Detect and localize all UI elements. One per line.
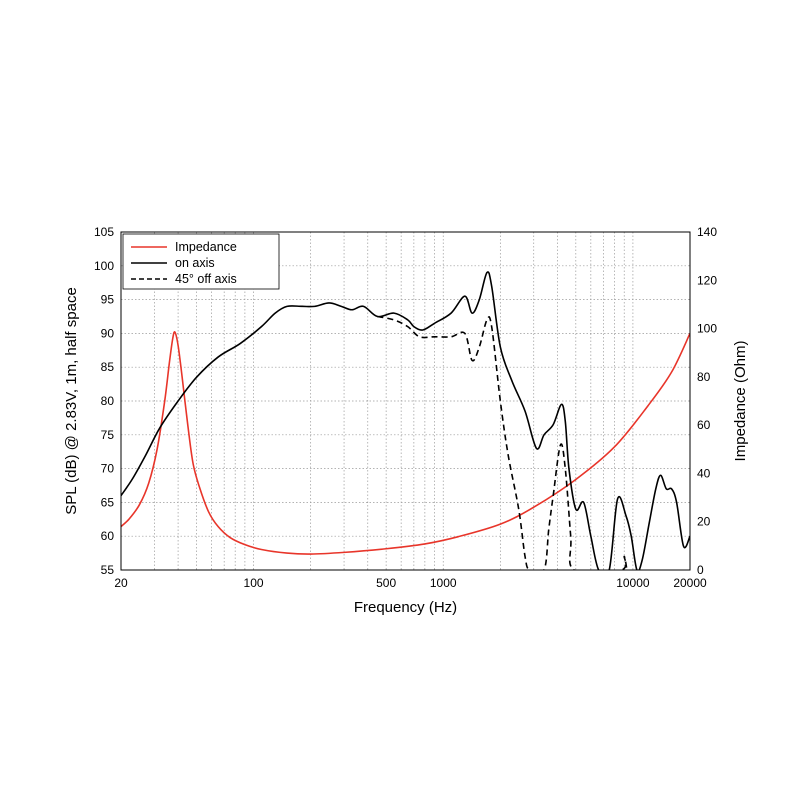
impedance-curve [121, 331, 690, 555]
y2-tick-label: 140 [697, 225, 717, 239]
legend-box [122, 233, 280, 290]
legend: Impedance on axis 45° off axis [122, 233, 280, 290]
y2-tick-label: 60 [697, 418, 711, 432]
y-tick-label: 85 [101, 360, 115, 374]
plot-frame [120, 231, 691, 571]
y2-tick-label: 120 [697, 273, 717, 287]
y2-tick-label: 20 [697, 515, 711, 529]
axis-ticks: 20 100 500 1000 10000 20000556065707580859095… [94, 225, 717, 590]
x-tick-label: 1000 [430, 576, 457, 590]
legend-label-off-axis: 45° off axis [175, 272, 237, 286]
y-tick-label: 60 [101, 529, 115, 543]
y-tick-label: 65 [101, 495, 115, 509]
y-tick-label: 90 [101, 326, 115, 340]
x-tick-label: 10000 [616, 576, 650, 590]
y2-tick-label: 0 [697, 563, 704, 577]
y-tick-label: 95 [101, 293, 115, 307]
y2-tick-label: 40 [697, 466, 711, 480]
legend-label-impedance: Impedance [175, 240, 237, 254]
on-axis-curve [121, 271, 690, 570]
y-tick-label: 70 [101, 462, 115, 476]
off-axis-45-curve [377, 315, 628, 570]
plot-area [121, 271, 690, 570]
y-tick-label: 100 [94, 259, 114, 273]
x-tick-label: 20 [114, 576, 128, 590]
y-tick-label: 105 [94, 225, 114, 239]
x-tick-label: 500 [376, 576, 396, 590]
x-tick-label: 100 [244, 576, 264, 590]
legend-label-on-axis: on axis [175, 256, 215, 270]
y2-axis-title: Impedance (Ohm) [732, 341, 749, 462]
y-tick-label: 55 [101, 563, 115, 577]
y-tick-label: 75 [101, 428, 115, 442]
x-axis-title: Frequency (Hz) [354, 599, 457, 616]
y2-tick-label: 100 [697, 322, 717, 336]
y-axis-title: SPL (dB) @ 2.83V, 1m, half space [63, 287, 80, 515]
y-tick-label: 80 [101, 394, 115, 408]
x-tick-label: 20000 [673, 576, 707, 590]
y2-tick-label: 80 [697, 370, 711, 384]
